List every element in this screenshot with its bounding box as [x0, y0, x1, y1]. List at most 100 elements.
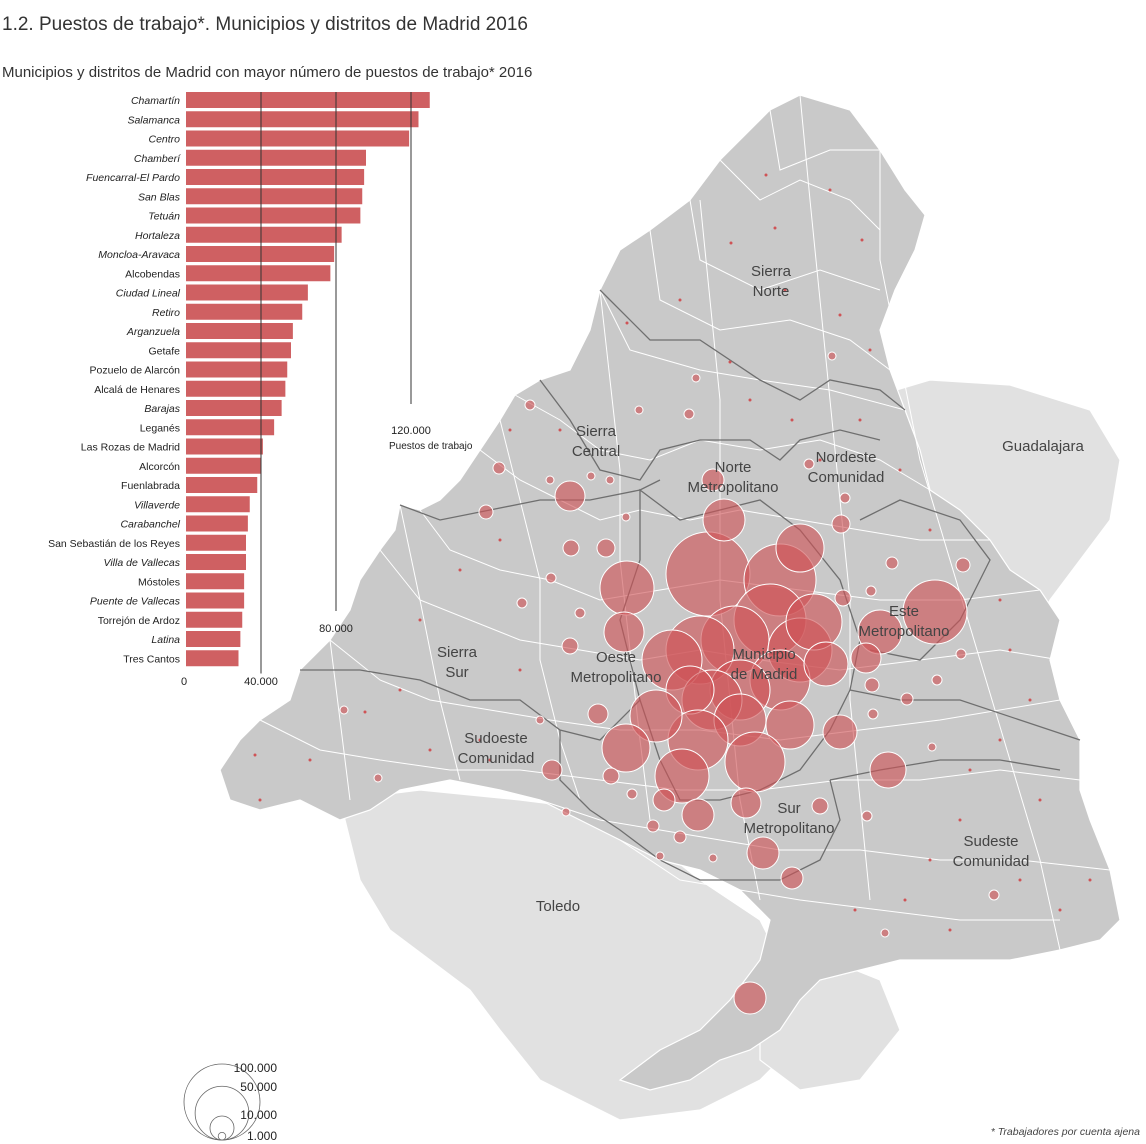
- bubble: [605, 475, 615, 485]
- bubble: [516, 597, 528, 609]
- zone-borders: [300, 289, 1081, 881]
- bubble: [822, 714, 858, 750]
- bubble: [603, 611, 645, 653]
- bar: [186, 303, 303, 320]
- bubble: [803, 641, 849, 687]
- bubble: [554, 480, 586, 512]
- bubble: [785, 593, 843, 651]
- bubble: [681, 798, 715, 832]
- bubble: [701, 468, 725, 492]
- legend-label: 1.000: [247, 1129, 277, 1143]
- legend-circle: [209, 1115, 235, 1141]
- bubble: [545, 572, 557, 584]
- bubble: [864, 677, 880, 693]
- bar-label: Puente de Vallecas: [90, 596, 181, 608]
- bar: [186, 265, 331, 282]
- bar: [186, 477, 258, 493]
- bubble: [524, 399, 536, 411]
- bar: [186, 226, 342, 243]
- bar-label: Alcorcón: [139, 461, 180, 473]
- bubble: [596, 538, 616, 558]
- chart-subtitle: Municipios y distritos de Madrid con may…: [2, 64, 533, 81]
- bubble: [839, 492, 851, 504]
- bar-label: Tres Cantos: [123, 653, 180, 665]
- bar: [186, 650, 239, 667]
- size-legend: 100.000 50.000 10.000 1.000: [183, 1061, 278, 1143]
- bubble: [931, 674, 943, 686]
- bar-label: Centro: [148, 134, 180, 146]
- region-label: Sierra Sur: [437, 644, 478, 681]
- bubble: [746, 836, 780, 870]
- region-label: Norte Metropolitano: [688, 459, 779, 496]
- bubble: [545, 475, 555, 485]
- bar: [186, 457, 261, 474]
- bubble: [665, 531, 751, 617]
- bar-label: Tetuán: [148, 211, 180, 223]
- axis-note: Puestos de trabajo: [389, 441, 473, 452]
- bar-label: Carabanchel: [120, 519, 180, 531]
- bubble: [827, 351, 837, 361]
- region-label: Este Metropolitano: [859, 603, 950, 640]
- bubble: [831, 514, 851, 534]
- bubble: [988, 889, 1000, 901]
- region-label: Sur Metropolitano: [744, 800, 835, 837]
- bar: [186, 573, 245, 590]
- bubble: [574, 607, 586, 619]
- bubble: [775, 523, 825, 573]
- bubble: [586, 471, 596, 481]
- bubble: [339, 705, 349, 715]
- bar-label: Moncloa-Aravaca: [98, 249, 180, 261]
- bar-label: Getafe: [148, 345, 180, 357]
- bar: [186, 438, 263, 455]
- bubble: [811, 797, 829, 815]
- region-label: Nordeste Comunidad: [808, 449, 885, 486]
- bar: [186, 246, 335, 262]
- bubble-layer: [339, 351, 1000, 1015]
- bar: [186, 130, 410, 147]
- bar-label: Torrejón de Ardoz: [98, 615, 180, 627]
- bubble: [587, 703, 609, 725]
- bar: [186, 111, 419, 128]
- tick-label: 40.000: [244, 676, 278, 686]
- region-label: Sudoeste Comunidad: [458, 730, 535, 767]
- bubble: [955, 648, 967, 660]
- bar: [186, 361, 288, 378]
- region-labels: Sierra Norte Sierra Central Norte Metropoli…: [437, 263, 1085, 915]
- bar-label: Chamartín: [131, 95, 180, 107]
- bubble: [927, 742, 937, 752]
- bar: [186, 419, 275, 436]
- bar-label: Hortaleza: [135, 230, 180, 242]
- legend-label: 100.000: [234, 1061, 278, 1075]
- page-title: 1.2. Puestos de trabajo*. Municipios y d…: [2, 14, 528, 35]
- bar-label: Villa de Vallecas: [104, 557, 181, 569]
- bubble: [541, 759, 563, 781]
- bubble: [373, 773, 383, 783]
- bubble: [803, 458, 815, 470]
- bubble: [683, 408, 695, 420]
- bubble: [561, 807, 571, 817]
- bubble: [861, 810, 873, 822]
- tick-label: 120.000: [391, 425, 431, 437]
- bubble: [601, 723, 651, 773]
- bar: [186, 534, 246, 551]
- bubble: [867, 708, 879, 720]
- bubble: [880, 928, 890, 938]
- bubble: [655, 851, 665, 861]
- bar: [186, 323, 293, 339]
- bar: [186, 284, 308, 301]
- bar-label: Alcalá de Henares: [94, 384, 180, 396]
- bubble: [492, 461, 506, 475]
- bubble: [780, 866, 804, 890]
- bar: [186, 207, 361, 224]
- bubble: [602, 767, 620, 785]
- bar: [186, 631, 241, 647]
- region-label: Sierra Norte: [751, 263, 792, 300]
- bar-label: Chamberí: [134, 153, 181, 165]
- bar-label: Ciudad Lineal: [116, 288, 181, 300]
- bar: [186, 611, 243, 628]
- bubble: [869, 751, 907, 789]
- bubble: [834, 589, 852, 607]
- bubble: [673, 830, 687, 844]
- bubble: [626, 788, 638, 800]
